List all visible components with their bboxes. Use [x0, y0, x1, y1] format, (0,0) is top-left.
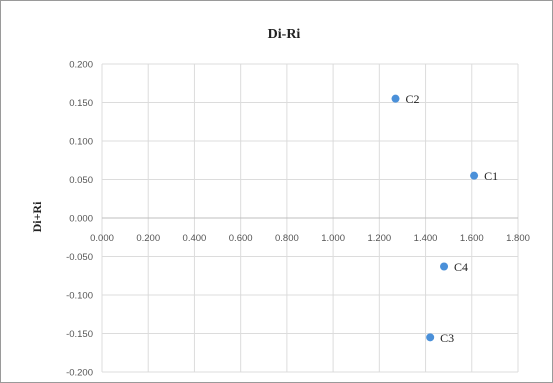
y-tick-label: 0.200 — [69, 60, 93, 71]
data-point-c2 — [391, 94, 400, 103]
data-points: C1 C2 C3 C4 — [391, 92, 498, 345]
x-tick-label: 1.000 — [321, 233, 345, 244]
y-tick-label: 0.150 — [69, 98, 93, 109]
data-label-c4: C4 — [454, 260, 468, 274]
y-tick-label: -0.200 — [66, 368, 93, 379]
y-tick-label: 0.100 — [69, 137, 93, 148]
data-point-c4 — [440, 262, 449, 271]
x-tick-labels: 0.000 0.200 0.400 0.600 0.800 1.000 1.200 1.400… — [90, 233, 530, 244]
x-tick-label: 0.400 — [183, 233, 207, 244]
y-tick-label: -0.050 — [66, 252, 93, 263]
x-tick-label: 0.000 — [90, 233, 114, 244]
x-tick-label: 1.600 — [460, 233, 484, 244]
data-label-c1: C1 — [484, 169, 498, 183]
x-tick-label: 1.200 — [367, 233, 391, 244]
y-tick-label: 0.050 — [69, 175, 93, 186]
data-point-c1 — [470, 171, 479, 180]
x-tick-label: 0.200 — [136, 233, 160, 244]
x-tick-label: 1.800 — [506, 233, 530, 244]
data-label-c2: C2 — [406, 92, 420, 106]
data-point-c3 — [426, 333, 435, 342]
data-label-c3: C3 — [440, 331, 454, 345]
x-tick-label: 0.600 — [229, 233, 253, 244]
chart-title: Di-Ri — [268, 27, 301, 42]
x-tick-label: 1.400 — [414, 233, 438, 244]
y-tick-label: -0.150 — [66, 329, 93, 340]
y-tick-label: 0.000 — [69, 214, 93, 225]
y-axis-label: Di+Ri — [30, 201, 44, 233]
x-tick-label: 0.800 — [275, 233, 299, 244]
y-tick-labels: 0.200 0.150 0.100 0.050 0.000 -0.050 -0.100 -0.… — [66, 60, 93, 379]
y-tick-label: -0.100 — [66, 291, 93, 302]
